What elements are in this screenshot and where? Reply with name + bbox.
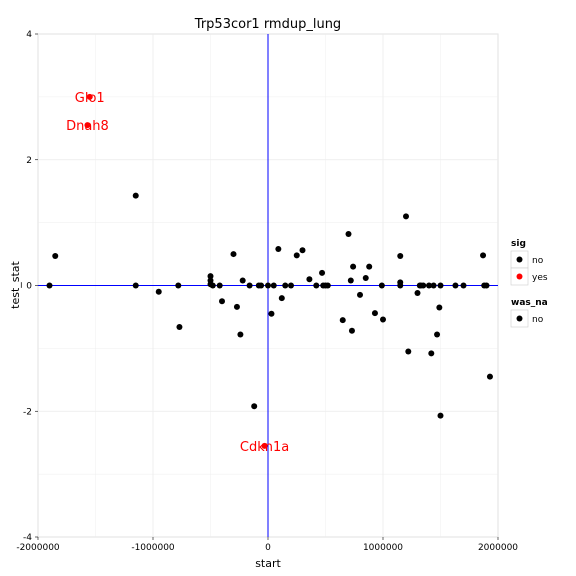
data-point [132,192,139,199]
data-point [275,246,282,253]
data-point [288,282,294,289]
data-point [246,282,253,289]
data-point [480,252,487,259]
data-point [437,412,444,419]
data-point [265,282,271,289]
x-tick-label: 1000000 [363,543,403,553]
y-tick-label: -2 [23,407,32,417]
data-point [339,317,346,324]
data-point [278,295,285,302]
legend-label: no [532,256,544,266]
data-point [219,298,225,305]
data-point [397,252,404,259]
data-point [299,247,306,254]
legend-key-point [516,256,523,263]
data-point [350,263,357,270]
data-point [486,373,493,380]
data-point [426,282,432,289]
data-point [405,348,412,355]
data-point [430,282,437,289]
data-point [380,316,386,323]
data-point [293,252,300,259]
legend-title: was_na [511,298,548,308]
data-point [348,327,355,334]
data-point [319,269,326,276]
x-tick-label: 2000000 [478,543,518,553]
data-point [437,282,444,289]
data-point [436,304,443,311]
data-point [268,310,275,317]
x-tick-label: 0 [265,543,271,553]
gene-label: Cdkn1a [240,440,289,455]
x-axis-title: start [255,557,281,570]
data-point [397,282,404,289]
data-point [258,282,265,289]
data-point [239,277,246,284]
data-point [357,291,363,298]
data-point [270,282,277,289]
data-point [420,282,427,289]
data-point [483,282,490,289]
data-point [347,277,354,284]
data-point [207,273,214,280]
data-point [155,288,162,295]
legend-label: yes [532,273,548,283]
data-point [52,252,59,259]
legend-key-point [516,315,523,322]
y-axis-title: test_stat [9,260,22,308]
legend-key-point [516,273,523,280]
y-tick-label: -4 [23,533,32,543]
data-point [216,282,223,289]
x-axis-ticks: -2000000 -1000000 0 1000000 2000000 [16,537,518,553]
chart-title: Trp53cor1 rmdup_lung [194,17,341,32]
data-point [306,276,313,283]
y-tick-label: 0 [26,282,32,292]
y-axis-ticks: -4 -2 0 2 4 [23,30,38,543]
data-point [233,303,240,310]
data-point [452,282,459,289]
data-point [428,350,435,357]
data-points: Glo1 Dnah8 Cdkn1a [46,91,493,455]
data-point [362,274,369,281]
significant-point [84,122,91,129]
data-point [237,331,244,338]
data-point [46,282,53,289]
data-point [345,230,352,237]
data-point [230,251,237,258]
significant-point [261,442,268,449]
data-point [378,282,385,289]
data-point [371,310,378,317]
gene-label: Dnah8 [66,119,109,134]
data-point [132,282,139,289]
x-tick-label: -2000000 [16,543,60,553]
significant-point [86,93,93,100]
data-point [175,282,182,289]
data-point [366,263,373,270]
data-point [324,282,331,289]
data-point [209,282,216,289]
data-point [403,213,409,220]
data-point [282,282,289,289]
data-point [414,290,421,297]
y-tick-label: 4 [26,30,32,40]
data-point [460,282,467,289]
data-point [251,403,258,410]
data-point [434,331,441,338]
data-point [313,282,320,289]
legend-label: no [532,315,544,325]
y-tick-label: 2 [26,156,32,166]
gene-label: Glo1 [75,91,105,106]
data-point [176,323,183,330]
legend-title: sig [511,239,526,249]
x-tick-label: -1000000 [131,543,175,553]
